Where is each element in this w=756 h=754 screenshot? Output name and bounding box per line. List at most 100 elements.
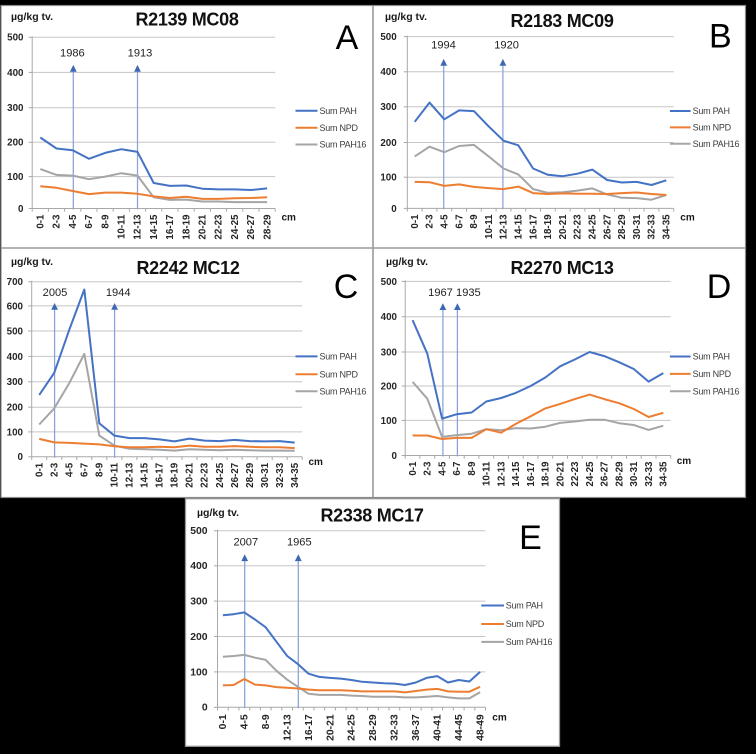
svg-text:26-27: 26-27 bbox=[246, 214, 257, 240]
svg-text:0-1: 0-1 bbox=[410, 214, 421, 229]
svg-text:B: B bbox=[709, 17, 732, 55]
svg-text:µg/kg tv.: µg/kg tv. bbox=[386, 256, 428, 268]
svg-text:1935: 1935 bbox=[456, 287, 481, 299]
svg-text:100: 100 bbox=[7, 172, 24, 183]
svg-text:30-31: 30-31 bbox=[629, 461, 640, 487]
svg-text:28-29: 28-29 bbox=[245, 462, 256, 488]
svg-text:500: 500 bbox=[190, 526, 208, 537]
svg-text:1920: 1920 bbox=[494, 39, 519, 51]
svg-text:Sum NPD: Sum NPD bbox=[693, 123, 732, 133]
svg-text:500: 500 bbox=[380, 32, 397, 43]
svg-text:26-27: 26-27 bbox=[600, 461, 611, 487]
svg-text:R2338 MC17: R2338 MC17 bbox=[320, 505, 423, 525]
svg-text:R2139 MC08: R2139 MC08 bbox=[135, 9, 238, 29]
svg-text:2007: 2007 bbox=[233, 536, 258, 548]
svg-text:4-5: 4-5 bbox=[240, 714, 251, 729]
svg-text:Sum PAH: Sum PAH bbox=[693, 106, 730, 116]
svg-text:2-3: 2-3 bbox=[423, 461, 434, 476]
svg-text:40-41: 40-41 bbox=[433, 714, 444, 741]
svg-text:18-19: 18-19 bbox=[181, 214, 192, 240]
svg-text:6-7: 6-7 bbox=[454, 214, 465, 229]
svg-text:44-45: 44-45 bbox=[454, 714, 465, 741]
svg-text:Sum NPD: Sum NPD bbox=[320, 123, 359, 133]
svg-text:22-23: 22-23 bbox=[570, 461, 581, 487]
svg-text:0: 0 bbox=[202, 703, 208, 714]
svg-text:1965: 1965 bbox=[287, 536, 312, 548]
svg-text:cm: cm bbox=[282, 212, 297, 223]
svg-text:100: 100 bbox=[190, 667, 208, 678]
svg-text:Sum PAH: Sum PAH bbox=[506, 601, 543, 611]
svg-text:20-21: 20-21 bbox=[558, 214, 569, 240]
svg-text:8-9: 8-9 bbox=[261, 714, 272, 729]
svg-text:24-25: 24-25 bbox=[347, 714, 358, 741]
svg-text:cm: cm bbox=[680, 212, 695, 223]
svg-text:0-1: 0-1 bbox=[408, 461, 419, 476]
svg-text:20-21: 20-21 bbox=[325, 714, 336, 741]
svg-text:10-11: 10-11 bbox=[110, 462, 121, 487]
svg-text:Sum NPD: Sum NPD bbox=[506, 619, 545, 629]
svg-text:400: 400 bbox=[7, 352, 24, 363]
svg-text:6-7: 6-7 bbox=[80, 462, 91, 477]
svg-text:34-35: 34-35 bbox=[290, 462, 301, 488]
svg-text:0-1: 0-1 bbox=[36, 214, 47, 229]
svg-text:10-11: 10-11 bbox=[117, 214, 128, 239]
svg-text:200: 200 bbox=[7, 138, 24, 149]
svg-text:Sum NPD: Sum NPD bbox=[320, 369, 359, 379]
svg-text:100: 100 bbox=[380, 173, 397, 184]
svg-text:cm: cm bbox=[492, 713, 507, 724]
svg-text:48-49: 48-49 bbox=[475, 714, 486, 741]
svg-text:500: 500 bbox=[7, 326, 24, 337]
svg-text:24-25: 24-25 bbox=[215, 462, 226, 488]
svg-text:A: A bbox=[336, 19, 359, 57]
svg-text:16-17: 16-17 bbox=[528, 214, 539, 240]
svg-text:24-25: 24-25 bbox=[585, 461, 596, 487]
svg-text:700: 700 bbox=[7, 277, 24, 288]
svg-text:1986: 1986 bbox=[60, 48, 85, 60]
svg-text:100: 100 bbox=[7, 427, 24, 438]
svg-text:Sum PAH16: Sum PAH16 bbox=[320, 387, 367, 397]
svg-text:12-13: 12-13 bbox=[125, 462, 136, 488]
svg-text:16-17: 16-17 bbox=[304, 714, 315, 741]
svg-text:14-15: 14-15 bbox=[511, 461, 522, 487]
svg-text:8-9: 8-9 bbox=[467, 461, 478, 476]
svg-text:0-1: 0-1 bbox=[34, 462, 45, 477]
svg-text:1967: 1967 bbox=[428, 287, 453, 299]
svg-text:28-29: 28-29 bbox=[262, 214, 273, 240]
svg-text:Sum PAH16: Sum PAH16 bbox=[506, 637, 553, 647]
svg-text:200: 200 bbox=[7, 403, 24, 414]
svg-text:12-13: 12-13 bbox=[133, 214, 144, 240]
svg-text:R2270 MC13: R2270 MC13 bbox=[510, 258, 613, 278]
svg-text:400: 400 bbox=[380, 67, 397, 78]
svg-text:Sum PAH16: Sum PAH16 bbox=[320, 140, 367, 150]
svg-text:8-9: 8-9 bbox=[469, 214, 480, 229]
svg-text:µg/kg tv.: µg/kg tv. bbox=[11, 11, 53, 23]
svg-text:2-3: 2-3 bbox=[52, 214, 63, 229]
svg-text:12-13: 12-13 bbox=[499, 214, 510, 240]
svg-text:16-17: 16-17 bbox=[155, 462, 166, 488]
svg-text:14-15: 14-15 bbox=[514, 214, 525, 240]
svg-text:18-19: 18-19 bbox=[543, 214, 554, 240]
svg-text:32-33: 32-33 bbox=[275, 462, 286, 488]
svg-text:400: 400 bbox=[7, 68, 24, 79]
svg-text:16-17: 16-17 bbox=[526, 461, 537, 487]
svg-text:8-9: 8-9 bbox=[95, 462, 106, 477]
svg-text:10-11: 10-11 bbox=[482, 461, 493, 486]
svg-text:0-1: 0-1 bbox=[218, 714, 229, 729]
svg-text:R2183 MC09: R2183 MC09 bbox=[510, 11, 613, 31]
svg-text:1994: 1994 bbox=[431, 39, 456, 51]
svg-text:400: 400 bbox=[190, 561, 208, 572]
svg-text:200: 200 bbox=[381, 381, 398, 392]
svg-text:cm: cm bbox=[677, 456, 692, 467]
svg-text:10-11: 10-11 bbox=[484, 214, 495, 239]
svg-text:300: 300 bbox=[7, 103, 24, 114]
svg-text:1913: 1913 bbox=[128, 48, 153, 60]
svg-text:14-15: 14-15 bbox=[140, 462, 151, 488]
svg-text:µg/kg tv.: µg/kg tv. bbox=[197, 507, 239, 519]
svg-text:0: 0 bbox=[18, 204, 24, 215]
svg-text:600: 600 bbox=[7, 301, 24, 312]
svg-text:0: 0 bbox=[392, 451, 398, 462]
svg-text:200: 200 bbox=[190, 632, 208, 643]
svg-text:Sum PAH16: Sum PAH16 bbox=[693, 139, 740, 149]
svg-text:Sum PAH16: Sum PAH16 bbox=[693, 387, 740, 397]
svg-text:24-25: 24-25 bbox=[588, 214, 599, 240]
